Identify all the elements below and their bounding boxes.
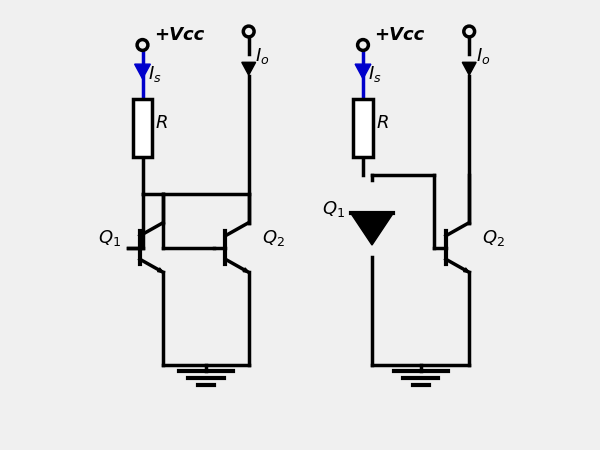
Bar (353, 99, 373, 158)
Text: $I_o$: $I_o$ (256, 46, 270, 66)
Text: $Q_1$: $Q_1$ (97, 228, 121, 248)
Bar (133, 99, 152, 158)
Text: $Q_2$: $Q_2$ (262, 228, 284, 248)
Text: $Q_2$: $Q_2$ (482, 228, 505, 248)
Polygon shape (158, 268, 163, 272)
Text: $R$: $R$ (376, 114, 388, 132)
Text: +Vcc: +Vcc (154, 27, 204, 45)
Text: $Q_1$: $Q_1$ (323, 199, 346, 219)
Polygon shape (134, 64, 151, 79)
Polygon shape (242, 62, 256, 75)
Text: +Vcc: +Vcc (374, 27, 425, 45)
Polygon shape (243, 268, 249, 272)
Polygon shape (350, 213, 394, 245)
Text: $I_s$: $I_s$ (368, 64, 382, 84)
Text: $I_o$: $I_o$ (476, 46, 490, 66)
Polygon shape (355, 64, 371, 79)
Text: $I_s$: $I_s$ (148, 64, 161, 84)
Polygon shape (462, 62, 476, 75)
Polygon shape (464, 268, 469, 272)
Text: $R$: $R$ (155, 114, 168, 132)
